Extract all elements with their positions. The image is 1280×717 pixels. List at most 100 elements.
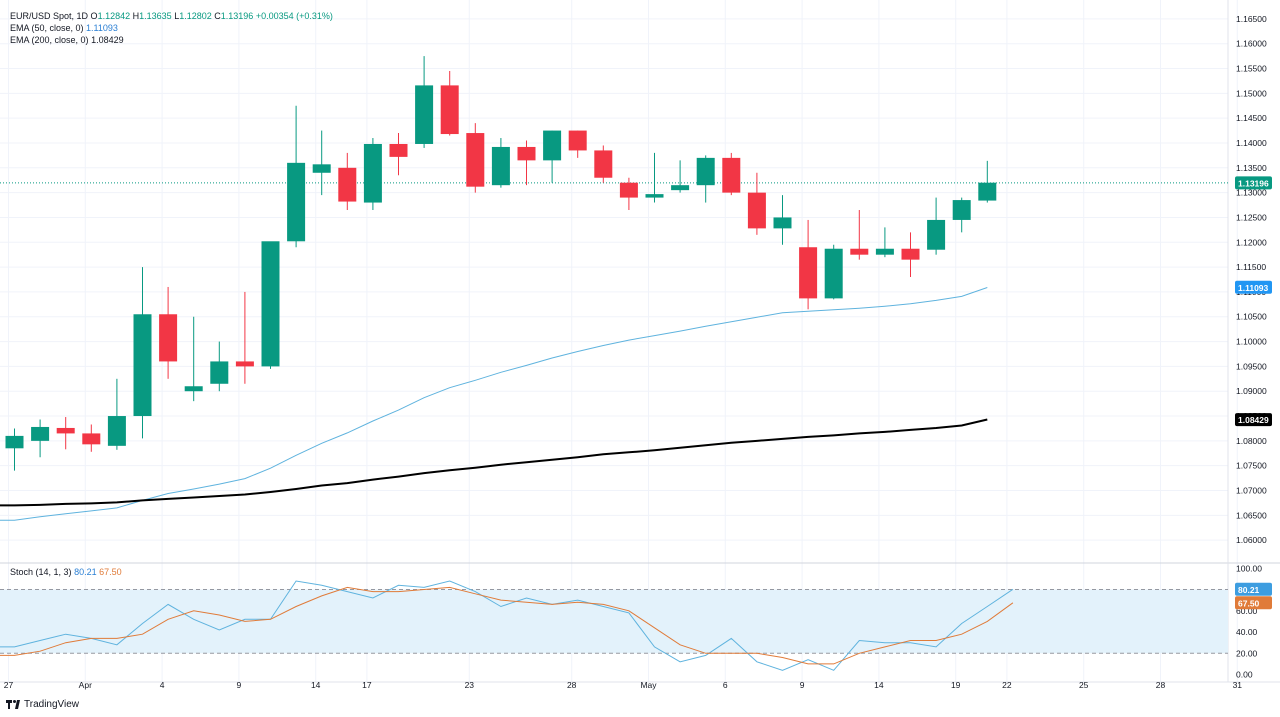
stoch-d-tag: 67.50 (1235, 596, 1272, 610)
stoch-k-tag-bg (1235, 582, 1272, 596)
candle-body (159, 314, 178, 362)
candle-body (415, 85, 434, 144)
time-tick-label: 27 (4, 680, 14, 690)
stoch-tick-label: 60.00 (1236, 606, 1258, 616)
ema200-legend: EMA (200, close, 0) 1.08429 (10, 34, 124, 46)
price-tick-label: 1.16500 (1236, 14, 1267, 24)
candle (722, 152, 741, 196)
price-tick-label: 1.06000 (1236, 535, 1267, 545)
candle-body (594, 150, 613, 178)
candle (517, 140, 536, 186)
candle-body (184, 386, 203, 392)
candle-body (568, 130, 587, 151)
candle-body (466, 133, 485, 187)
candle (82, 424, 101, 452)
price-tick-label: 1.13000 (1236, 188, 1267, 198)
candle (31, 419, 50, 458)
stoch-k-tag-text: 80.21 (1238, 585, 1260, 595)
candle (619, 177, 638, 211)
price-tick-label: 1.07000 (1236, 486, 1267, 496)
candle-body (389, 143, 408, 157)
candle (568, 130, 587, 158)
ema50-legend: EMA (50, close, 0) 1.11093 (10, 22, 118, 34)
candle-body (235, 361, 254, 367)
indicator-lines-layer (0, 182, 1228, 671)
time-tick-label: 14 (311, 680, 321, 690)
candle (5, 428, 24, 471)
candle-body (824, 248, 843, 299)
candle (875, 227, 894, 258)
candle-body (338, 167, 357, 202)
candle-body (133, 314, 152, 417)
candle-body (671, 185, 690, 191)
stoch-label: Stoch (14, 1, 3) (10, 567, 72, 577)
open-value: 1.12842 (97, 11, 131, 21)
ema200-tag-bg (1235, 413, 1272, 427)
candle-body (5, 435, 24, 449)
candle (287, 105, 306, 248)
price-tick-label: 1.08000 (1236, 436, 1267, 446)
last-price-tag-bg (1235, 176, 1272, 190)
candle-body (927, 219, 946, 250)
candle-body (722, 157, 741, 193)
high-label: H (132, 11, 140, 21)
candle (184, 316, 203, 402)
price-tick-label: 1.13500 (1236, 163, 1267, 173)
price-tick-label: 1.11500 (1236, 262, 1266, 272)
candle (338, 152, 357, 211)
candle (466, 123, 485, 193)
candle-body (261, 241, 280, 367)
stoch-d-tag-bg (1235, 596, 1272, 610)
candle-body (645, 194, 664, 198)
candle-body (850, 248, 869, 255)
candle-body (107, 416, 126, 446)
candle (159, 286, 178, 379)
price-tick-label: 1.14000 (1236, 138, 1267, 148)
open-label: O (90, 11, 98, 21)
time-tick-label: 6 (723, 680, 728, 690)
price-tick-label: 1.06500 (1236, 510, 1267, 520)
candle (696, 155, 715, 203)
candle (235, 291, 254, 384)
candle-body (31, 426, 50, 441)
candle (824, 244, 843, 300)
time-tick-label: 9 (800, 680, 805, 690)
candle-body (799, 247, 818, 299)
time-tick-label: 28 (567, 680, 577, 690)
candle (594, 145, 613, 183)
time-tick-label: 28 (1156, 680, 1166, 690)
close-label: C (214, 11, 221, 21)
candles-layer (5, 56, 997, 471)
ema200-label: EMA (200, close, 0) (10, 35, 89, 45)
candle-body (491, 146, 510, 186)
price-tick-label: 1.15500 (1236, 64, 1267, 74)
candle (312, 130, 331, 196)
symbol-label: EUR/USD Spot, 1D (10, 11, 89, 21)
time-tick-label: 23 (465, 680, 475, 690)
candle (56, 417, 75, 450)
candle-body (901, 248, 920, 260)
candle (645, 152, 664, 203)
tradingview-watermark[interactable]: TradingView (6, 699, 79, 710)
price-labels-layer: 1.13196 1.11093 1.08429 80.21 67.50 (1235, 176, 1272, 610)
stoch-d-value: 67.50 (99, 567, 122, 577)
time-tick-label: 31 (1233, 680, 1243, 690)
tradingview-label: TradingView (24, 699, 80, 710)
time-tick-label: 25 (1079, 680, 1089, 690)
candle-body (287, 162, 306, 242)
ema50-tag-text: 1.11093 (1238, 283, 1269, 293)
candle-body (56, 427, 75, 434)
ema200-value: 1.08429 (91, 35, 124, 45)
time-tick-label: Apr (79, 680, 92, 690)
candle (901, 232, 920, 278)
candle (261, 241, 280, 369)
candle (978, 160, 997, 203)
candle (952, 197, 971, 233)
last-price-tag-text: 1.13196 (1238, 178, 1269, 188)
stoch-tick-label: 40.00 (1236, 627, 1258, 637)
price-tick-label: 1.14500 (1236, 113, 1267, 123)
stoch-tick-label: 100.00 (1236, 563, 1262, 573)
time-tick-label: 17 (362, 680, 372, 690)
candle-body (747, 192, 766, 229)
